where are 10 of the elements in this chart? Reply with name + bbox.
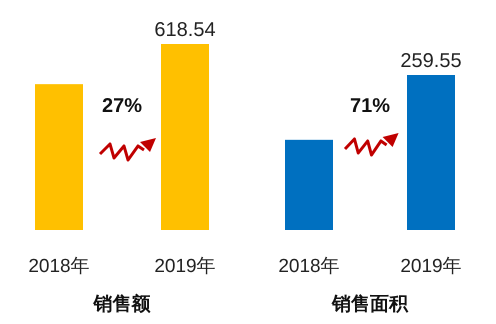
data-label: 618.54 — [154, 19, 216, 41]
x-tick-label: 2019年 — [400, 256, 462, 277]
x-tick-label: 2018年 — [28, 256, 90, 277]
annotation: 27% — [102, 95, 142, 117]
x-axis-title: 销售额 — [92, 293, 152, 315]
x-tick-label: 2019年 — [154, 256, 216, 277]
x-axis-title: 销售面积 — [331, 294, 409, 315]
x-tick-label: 2018年 — [278, 256, 340, 277]
data-label: 259.55 — [400, 50, 462, 72]
annotation: 71% — [350, 95, 390, 117]
